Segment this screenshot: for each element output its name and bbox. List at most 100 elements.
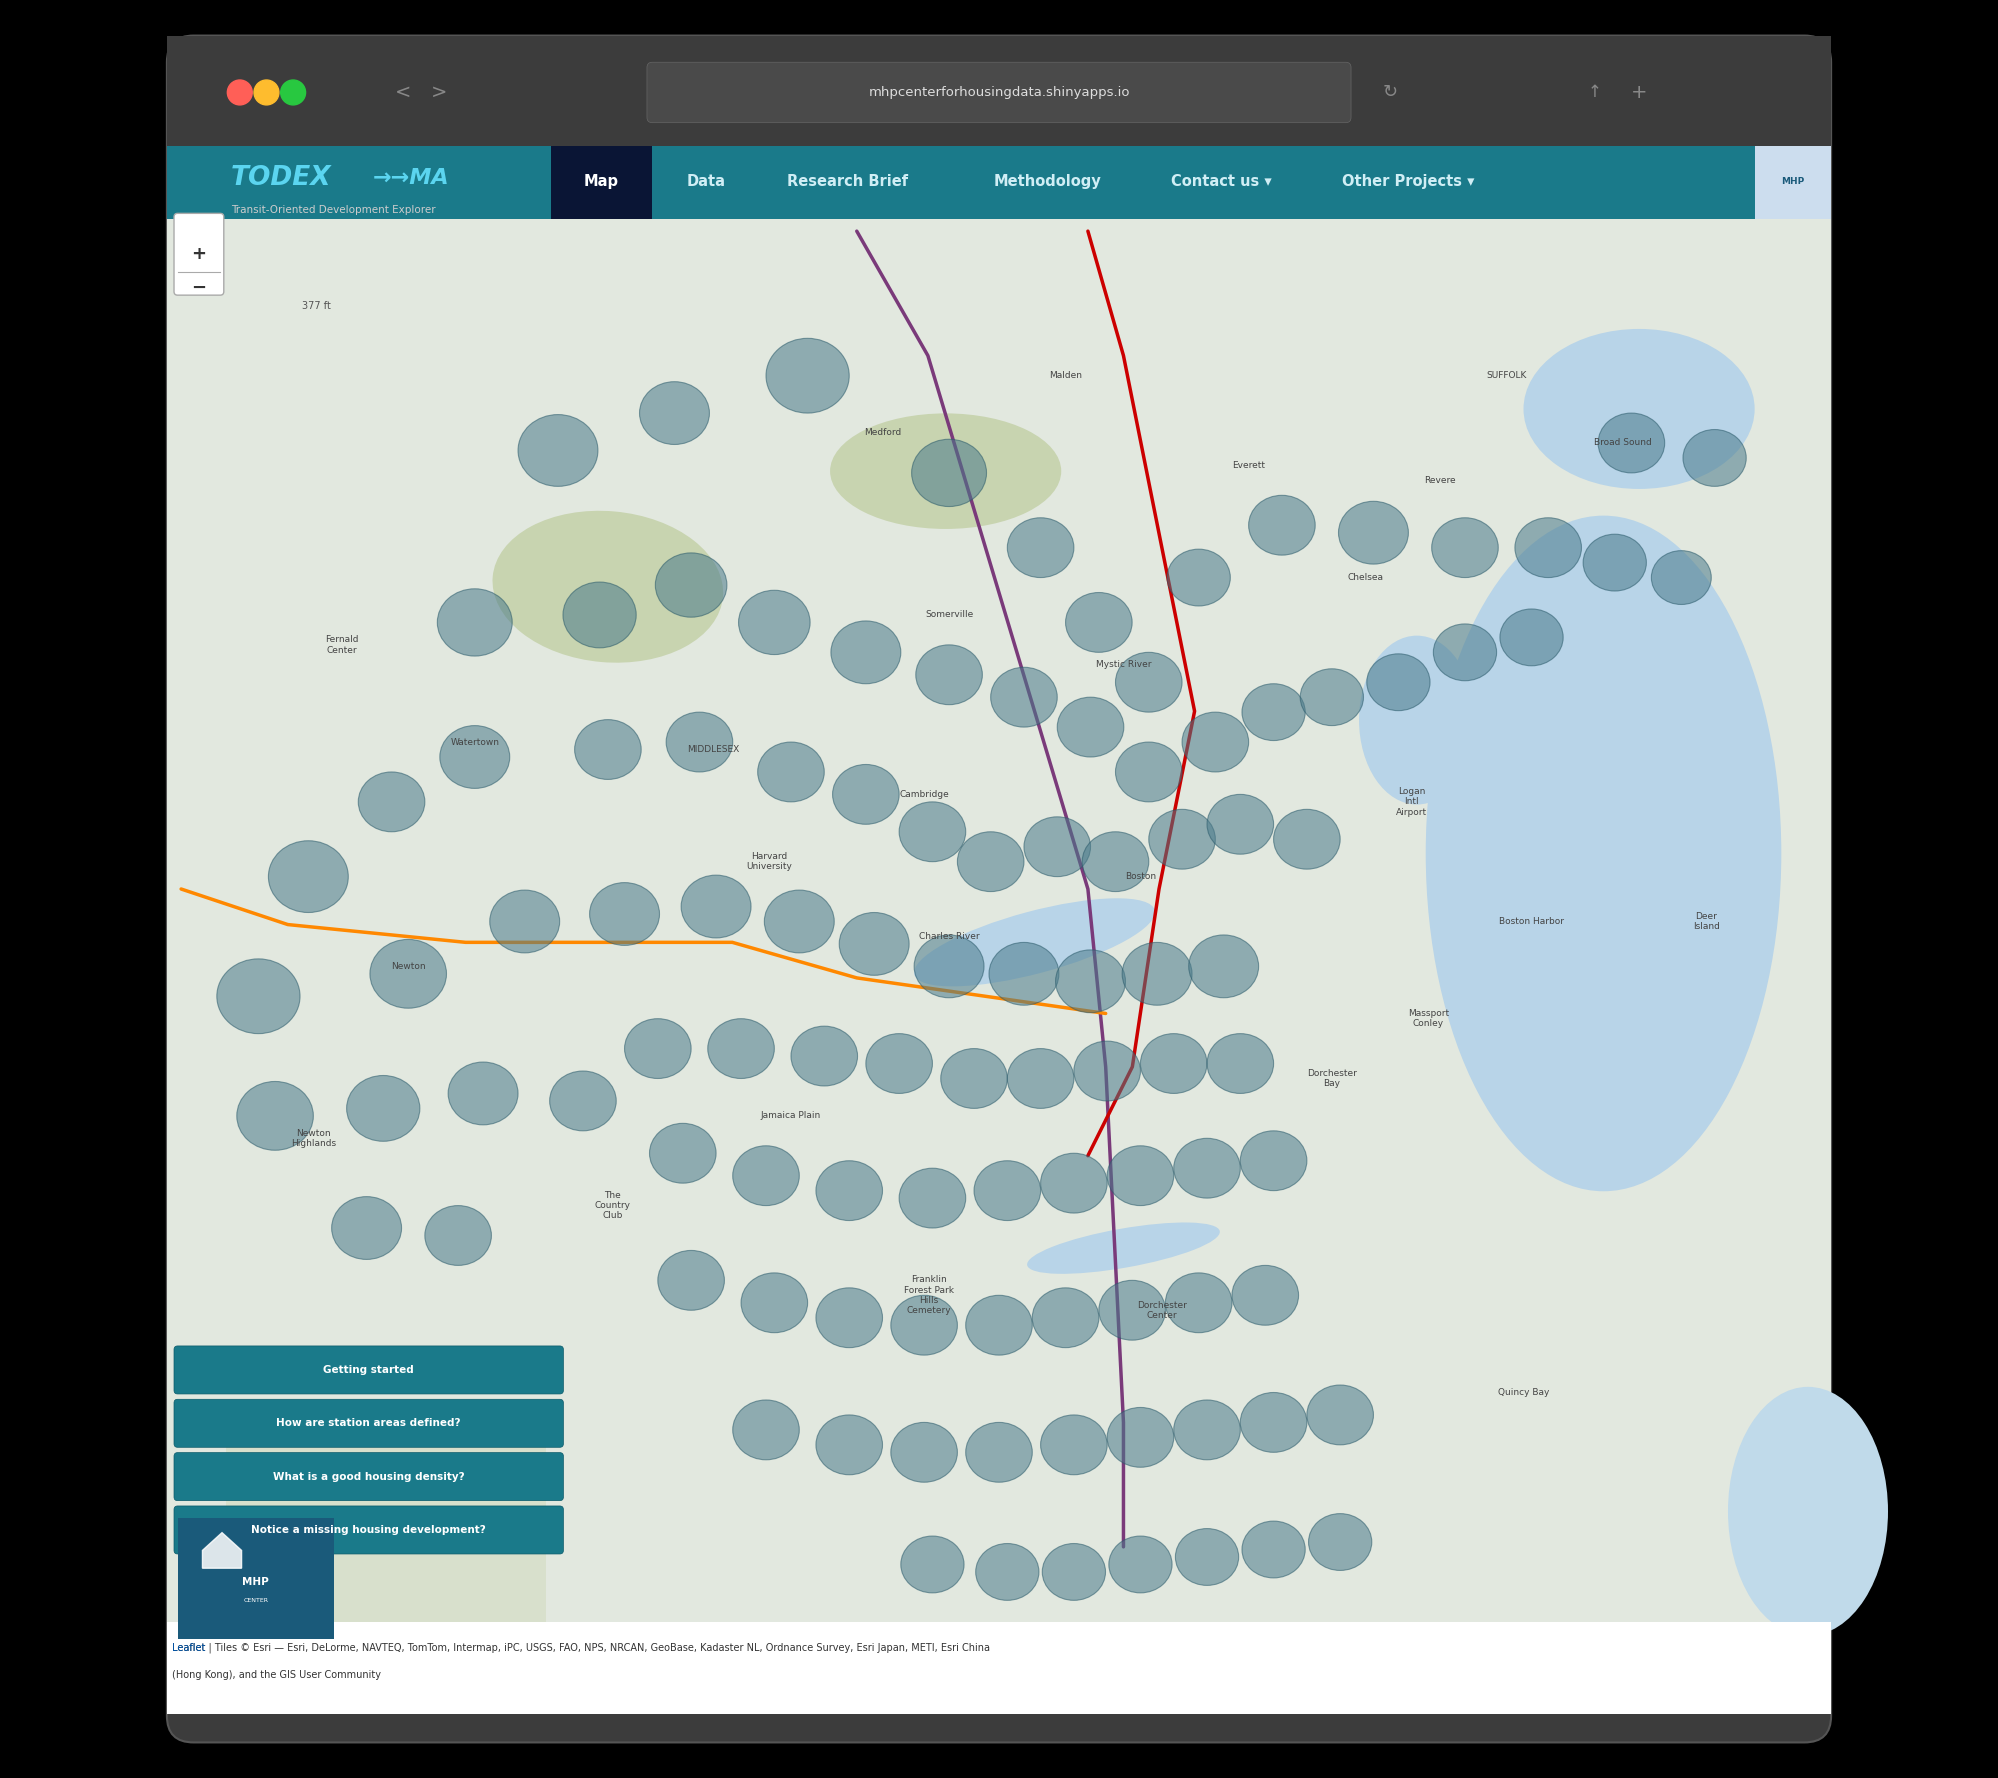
Ellipse shape bbox=[1173, 1399, 1241, 1460]
Ellipse shape bbox=[517, 414, 597, 487]
Ellipse shape bbox=[915, 935, 985, 997]
Text: Mystic River: Mystic River bbox=[1097, 660, 1151, 669]
Ellipse shape bbox=[989, 942, 1059, 1005]
Text: MHP: MHP bbox=[242, 1577, 270, 1588]
Ellipse shape bbox=[681, 875, 751, 939]
Text: Dorchester
Bay: Dorchester Bay bbox=[1307, 1069, 1357, 1088]
FancyBboxPatch shape bbox=[174, 1346, 563, 1394]
Ellipse shape bbox=[440, 725, 509, 788]
Text: Chelsea: Chelsea bbox=[1347, 573, 1383, 581]
Bar bbox=[551, 146, 651, 219]
Ellipse shape bbox=[913, 898, 1155, 987]
Ellipse shape bbox=[1243, 1522, 1305, 1577]
Ellipse shape bbox=[563, 581, 635, 647]
Ellipse shape bbox=[991, 667, 1057, 727]
Ellipse shape bbox=[1165, 1273, 1233, 1334]
Ellipse shape bbox=[1728, 1387, 1888, 1636]
FancyBboxPatch shape bbox=[174, 213, 224, 295]
Ellipse shape bbox=[899, 802, 965, 862]
Text: Newton: Newton bbox=[392, 962, 426, 971]
FancyBboxPatch shape bbox=[174, 1506, 563, 1554]
Ellipse shape bbox=[1207, 1033, 1273, 1093]
Ellipse shape bbox=[1307, 1385, 1373, 1446]
Ellipse shape bbox=[739, 590, 809, 654]
Text: Data: Data bbox=[685, 174, 725, 188]
Ellipse shape bbox=[1065, 592, 1133, 653]
Ellipse shape bbox=[1041, 1154, 1107, 1213]
Ellipse shape bbox=[741, 1273, 807, 1334]
Text: How are station areas defined?: How are station areas defined? bbox=[276, 1419, 462, 1428]
FancyBboxPatch shape bbox=[647, 62, 1351, 123]
Text: −: − bbox=[192, 279, 206, 297]
Ellipse shape bbox=[899, 1168, 965, 1229]
Text: Leaflet | Tiles © Esri — Esri, DeLorme, NAVTEQ, TomTom, Intermap, iPC, USGS, FAO: Leaflet | Tiles © Esri — Esri, DeLorme, … bbox=[172, 1643, 991, 1654]
Text: Getting started: Getting started bbox=[324, 1366, 414, 1374]
Ellipse shape bbox=[1233, 1266, 1299, 1325]
Text: Map: Map bbox=[583, 174, 617, 188]
Bar bbox=[178, 1518, 334, 1639]
Ellipse shape bbox=[829, 412, 1061, 530]
Ellipse shape bbox=[765, 891, 835, 953]
Ellipse shape bbox=[1183, 713, 1249, 772]
Text: Fernald
Center: Fernald Center bbox=[326, 635, 358, 654]
Ellipse shape bbox=[1682, 430, 1746, 487]
Text: MIDDLESEX: MIDDLESEX bbox=[687, 745, 739, 754]
Ellipse shape bbox=[1083, 832, 1149, 891]
Bar bbox=[168, 36, 1830, 146]
Ellipse shape bbox=[1043, 1543, 1105, 1600]
Ellipse shape bbox=[1007, 1049, 1073, 1108]
Ellipse shape bbox=[957, 832, 1023, 891]
Ellipse shape bbox=[941, 1049, 1007, 1108]
Bar bbox=[168, 146, 1830, 219]
Text: Transit-Oriented Development Explorer: Transit-Oriented Development Explorer bbox=[232, 204, 436, 215]
Ellipse shape bbox=[1367, 654, 1431, 711]
Ellipse shape bbox=[494, 510, 723, 663]
Ellipse shape bbox=[268, 841, 348, 912]
Text: Boston: Boston bbox=[1125, 873, 1157, 882]
Ellipse shape bbox=[975, 1543, 1039, 1600]
Ellipse shape bbox=[358, 772, 426, 832]
Text: SUFFOLK: SUFFOLK bbox=[1487, 372, 1526, 380]
Text: (Hong Kong), and the GIS User Community: (Hong Kong), and the GIS User Community bbox=[172, 1670, 382, 1680]
Text: Methodology: Methodology bbox=[993, 174, 1101, 188]
Text: Franklin
Forest Park
Hills
Cemetery: Franklin Forest Park Hills Cemetery bbox=[905, 1275, 955, 1316]
Text: Quincy Bay: Quincy Bay bbox=[1498, 1389, 1548, 1398]
Ellipse shape bbox=[1207, 795, 1273, 853]
Ellipse shape bbox=[346, 1076, 420, 1141]
Ellipse shape bbox=[915, 645, 983, 704]
Bar bbox=[1754, 146, 1830, 219]
Text: ↻: ↻ bbox=[1383, 84, 1399, 101]
Ellipse shape bbox=[1109, 1536, 1173, 1593]
Text: Revere: Revere bbox=[1425, 477, 1457, 485]
Ellipse shape bbox=[438, 589, 511, 656]
Text: <: < bbox=[396, 84, 412, 101]
Text: Everett: Everett bbox=[1233, 461, 1265, 469]
Ellipse shape bbox=[1273, 809, 1341, 869]
Text: +: + bbox=[192, 245, 206, 263]
Ellipse shape bbox=[549, 1070, 615, 1131]
Ellipse shape bbox=[490, 891, 559, 953]
Ellipse shape bbox=[815, 1161, 883, 1220]
Ellipse shape bbox=[975, 1161, 1041, 1220]
Ellipse shape bbox=[426, 1205, 492, 1266]
Ellipse shape bbox=[1041, 1415, 1107, 1474]
Ellipse shape bbox=[1249, 496, 1315, 555]
Ellipse shape bbox=[1500, 610, 1562, 665]
Text: Broad Sound: Broad Sound bbox=[1594, 439, 1652, 448]
Ellipse shape bbox=[1149, 809, 1215, 869]
Text: Cambridge: Cambridge bbox=[899, 789, 949, 798]
Ellipse shape bbox=[911, 439, 987, 507]
Ellipse shape bbox=[891, 1296, 957, 1355]
Ellipse shape bbox=[815, 1415, 883, 1474]
Ellipse shape bbox=[625, 1019, 691, 1079]
Ellipse shape bbox=[1652, 551, 1710, 605]
Ellipse shape bbox=[901, 1536, 965, 1593]
Ellipse shape bbox=[1107, 1145, 1173, 1205]
Text: >: > bbox=[432, 84, 448, 101]
Circle shape bbox=[254, 80, 280, 105]
Ellipse shape bbox=[1073, 1042, 1141, 1101]
Ellipse shape bbox=[238, 1081, 314, 1150]
Ellipse shape bbox=[707, 1019, 775, 1079]
Ellipse shape bbox=[1123, 942, 1193, 1005]
Text: mhpcenterforhousingdata.shinyapps.io: mhpcenterforhousingdata.shinyapps.io bbox=[869, 85, 1129, 100]
